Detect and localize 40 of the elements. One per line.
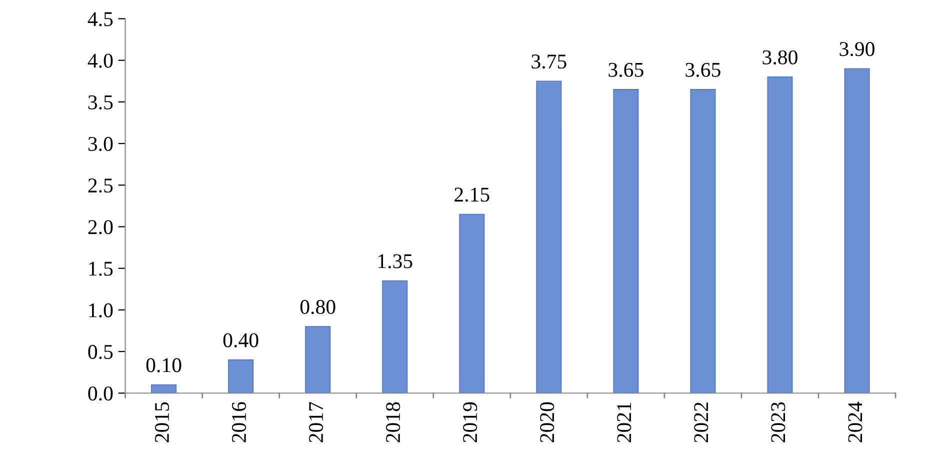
y-tick-label: 1.0 xyxy=(89,303,113,318)
x-tick-label: 2017 xyxy=(308,402,324,442)
x-tick-label: 2015 xyxy=(154,402,170,442)
bar xyxy=(305,326,331,394)
x-tick-label: 2021 xyxy=(617,402,632,442)
data-label: 0.10 xyxy=(146,358,182,372)
bar xyxy=(536,80,562,394)
x-tick-label: 2019 xyxy=(463,402,478,442)
y-tick-label: 4.0 xyxy=(88,54,113,68)
data-label: 1.35 xyxy=(378,254,412,268)
data-label: 3.90 xyxy=(840,42,874,56)
x-tick-label: 2024 xyxy=(848,402,862,442)
data-label: 0.80 xyxy=(300,300,336,314)
y-tick-label: 4.5 xyxy=(88,12,113,26)
bar xyxy=(228,359,254,394)
data-label: 2.15 xyxy=(454,188,490,202)
y-tick-label: 0.5 xyxy=(88,344,113,360)
bar xyxy=(613,89,639,394)
y-tick-label: 3.0 xyxy=(88,136,113,152)
bar xyxy=(382,280,408,394)
data-label: 3.75 xyxy=(532,54,566,69)
bar xyxy=(767,76,793,394)
y-tick-label: 2.5 xyxy=(88,178,113,193)
data-label: 3.65 xyxy=(608,62,644,77)
bar xyxy=(151,384,177,394)
y-tick-label: 3.5 xyxy=(88,95,113,110)
y-tick-label: 1.5 xyxy=(89,262,113,276)
data-label: 0.40 xyxy=(223,333,258,348)
bar xyxy=(690,89,716,394)
x-tick-label: 2023 xyxy=(771,402,786,442)
x-tick-label: 2020 xyxy=(540,402,554,442)
y-tick-label: 2.0 xyxy=(88,220,113,234)
bar xyxy=(844,68,870,394)
data-label: 3.80 xyxy=(762,50,798,64)
x-tick-label: 2022 xyxy=(694,402,708,442)
y-tick-label: 0.0 xyxy=(88,386,113,401)
bar xyxy=(459,214,485,394)
data-label: 3.65 xyxy=(686,62,720,77)
x-tick-label: 2018 xyxy=(386,402,400,442)
x-tick-label: 2016 xyxy=(232,402,246,442)
